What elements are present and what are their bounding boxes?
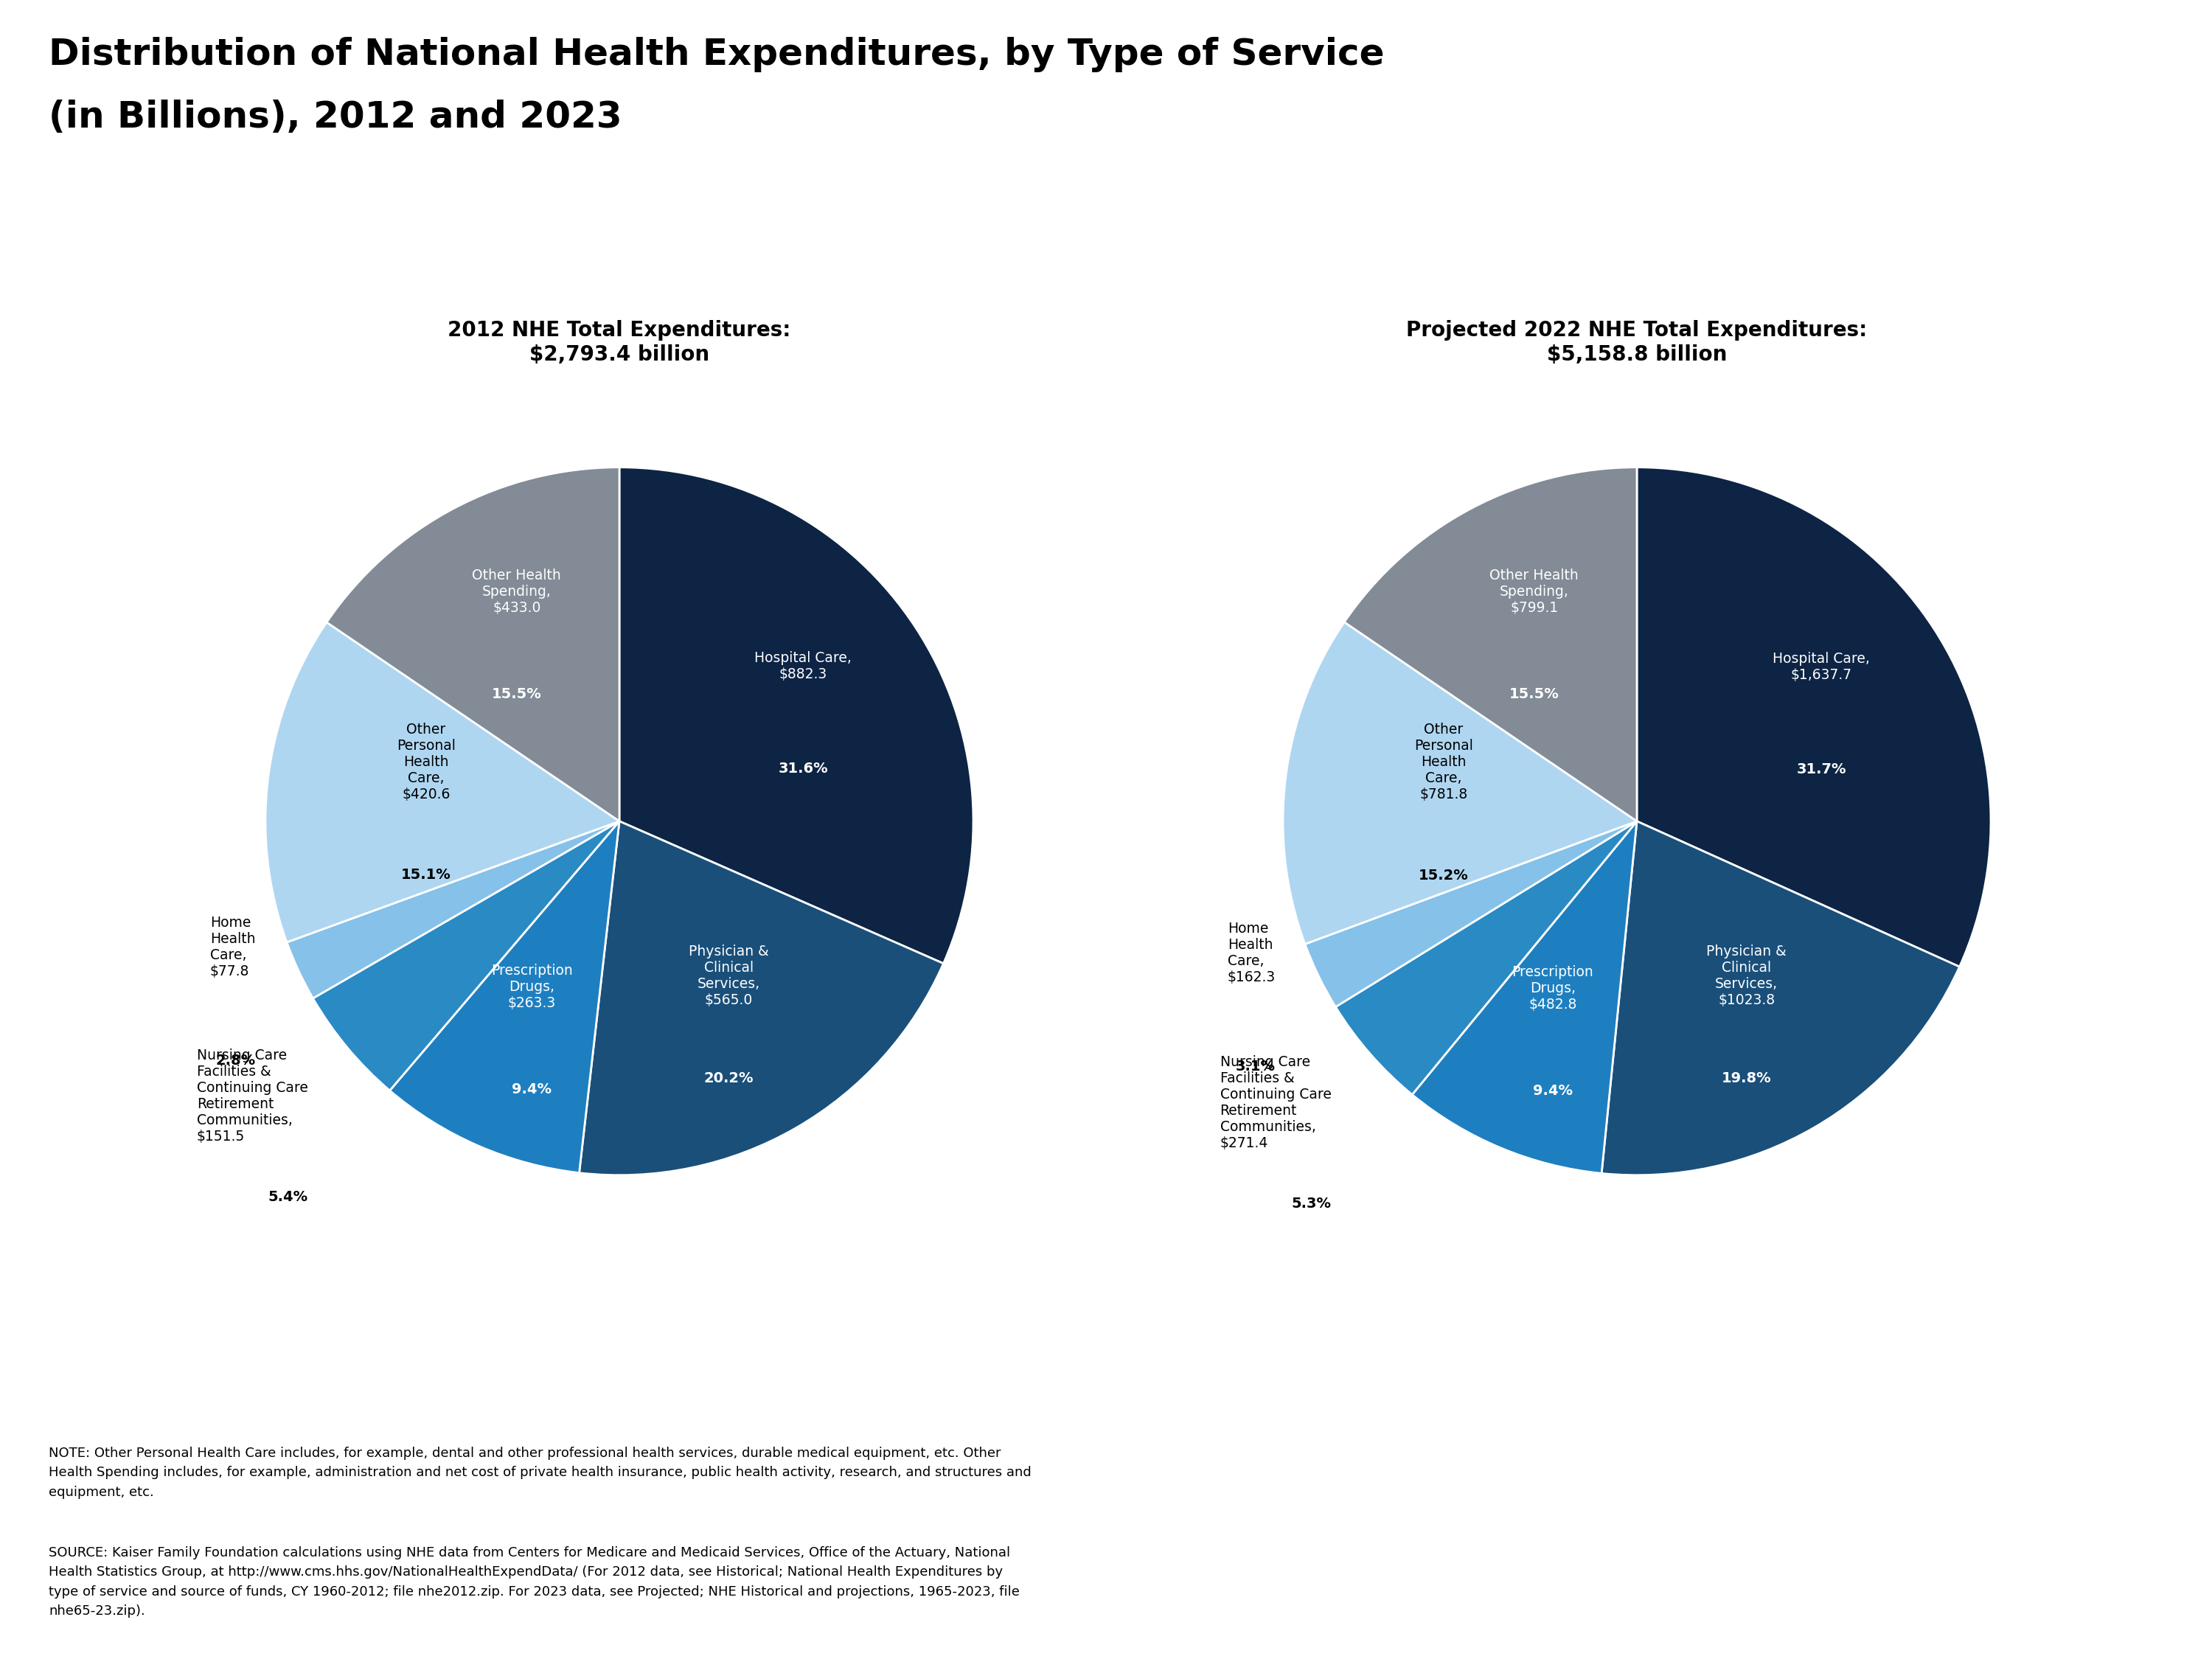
Wedge shape [1345, 468, 1637, 821]
Text: SOURCE: Kaiser Family Foundation calculations using NHE data from Centers for Me: SOURCE: Kaiser Family Foundation calcula… [49, 1546, 1020, 1618]
Wedge shape [1336, 821, 1637, 1095]
Text: 9.4%: 9.4% [1533, 1083, 1573, 1098]
Text: (in Billions), 2012 and 2023: (in Billions), 2012 and 2023 [49, 100, 622, 134]
Text: 15.2%: 15.2% [1418, 868, 1469, 883]
Wedge shape [265, 622, 619, 942]
Text: Physician &
Clinical
Services,
$1023.8: Physician & Clinical Services, $1023.8 [1705, 944, 1787, 1007]
Text: 15.5%: 15.5% [491, 687, 542, 702]
Text: 2.8%: 2.8% [215, 1053, 254, 1068]
Text: Distribution of National Health Expenditures, by Type of Service: Distribution of National Health Expendit… [49, 36, 1385, 71]
Wedge shape [1283, 622, 1637, 944]
Text: 19.8%: 19.8% [1721, 1072, 1772, 1085]
Text: 15.1%: 15.1% [400, 868, 451, 883]
Text: 5.3%: 5.3% [1292, 1196, 1332, 1211]
Wedge shape [1305, 821, 1637, 1007]
Text: 20.2%: 20.2% [703, 1072, 754, 1085]
Wedge shape [312, 821, 619, 1090]
Title: 2012 NHE Total Expenditures:
$2,793.4 billion: 2012 NHE Total Expenditures: $2,793.4 bi… [447, 320, 792, 365]
Text: Nursing Care
Facilities &
Continuing Care
Retirement
Communities,
$151.5: Nursing Care Facilities & Continuing Car… [197, 1048, 307, 1143]
Text: NOTE: Other Personal Health Care includes, for example, dental and other profess: NOTE: Other Personal Health Care include… [49, 1447, 1031, 1498]
Text: Other Health
Spending,
$433.0: Other Health Spending, $433.0 [471, 569, 562, 615]
Text: Prescription
Drugs,
$482.8: Prescription Drugs, $482.8 [1511, 966, 1593, 1012]
Text: 31.7%: 31.7% [1796, 763, 1847, 776]
Text: Hospital Care,
$1,637.7: Hospital Care, $1,637.7 [1772, 652, 1869, 682]
Text: FOUNDATION: FOUNDATION [2035, 1611, 2110, 1619]
Text: Home
Health
Care,
$162.3: Home Health Care, $162.3 [1228, 922, 1276, 984]
Text: Nursing Care
Facilities &
Continuing Care
Retirement
Communities,
$271.4: Nursing Care Facilities & Continuing Car… [1221, 1055, 1332, 1150]
Text: THE HENRY J.: THE HENRY J. [2039, 1468, 2106, 1477]
Wedge shape [389, 821, 619, 1173]
Text: Other Health
Spending,
$799.1: Other Health Spending, $799.1 [1489, 569, 1579, 615]
Text: 5.4%: 5.4% [268, 1190, 307, 1204]
Wedge shape [327, 468, 619, 821]
Text: 9.4%: 9.4% [511, 1083, 551, 1097]
Text: 31.6%: 31.6% [779, 761, 827, 775]
Wedge shape [1637, 468, 1991, 967]
Text: 3.1%: 3.1% [1237, 1060, 1276, 1073]
Wedge shape [619, 468, 973, 964]
Wedge shape [1411, 821, 1637, 1173]
Text: Prescription
Drugs,
$263.3: Prescription Drugs, $263.3 [491, 964, 573, 1010]
Text: FAMILY: FAMILY [2044, 1554, 2101, 1569]
Wedge shape [288, 821, 619, 999]
Text: Physician &
Clinical
Services,
$565.0: Physician & Clinical Services, $565.0 [688, 944, 770, 1007]
Text: 15.5%: 15.5% [1509, 687, 1559, 702]
Title: Projected 2022 NHE Total Expenditures:
$5,158.8 billion: Projected 2022 NHE Total Expenditures: $… [1407, 320, 1867, 365]
Text: Other
Personal
Health
Care,
$420.6: Other Personal Health Care, $420.6 [396, 722, 456, 801]
Wedge shape [1601, 821, 1960, 1175]
Text: Hospital Care,
$882.3: Hospital Care, $882.3 [754, 650, 852, 680]
Text: Home
Health
Care,
$77.8: Home Health Care, $77.8 [210, 916, 254, 979]
Wedge shape [580, 821, 945, 1175]
Text: KAISER: KAISER [2035, 1525, 2110, 1543]
Text: Other
Personal
Health
Care,
$781.8: Other Personal Health Care, $781.8 [1413, 723, 1473, 801]
